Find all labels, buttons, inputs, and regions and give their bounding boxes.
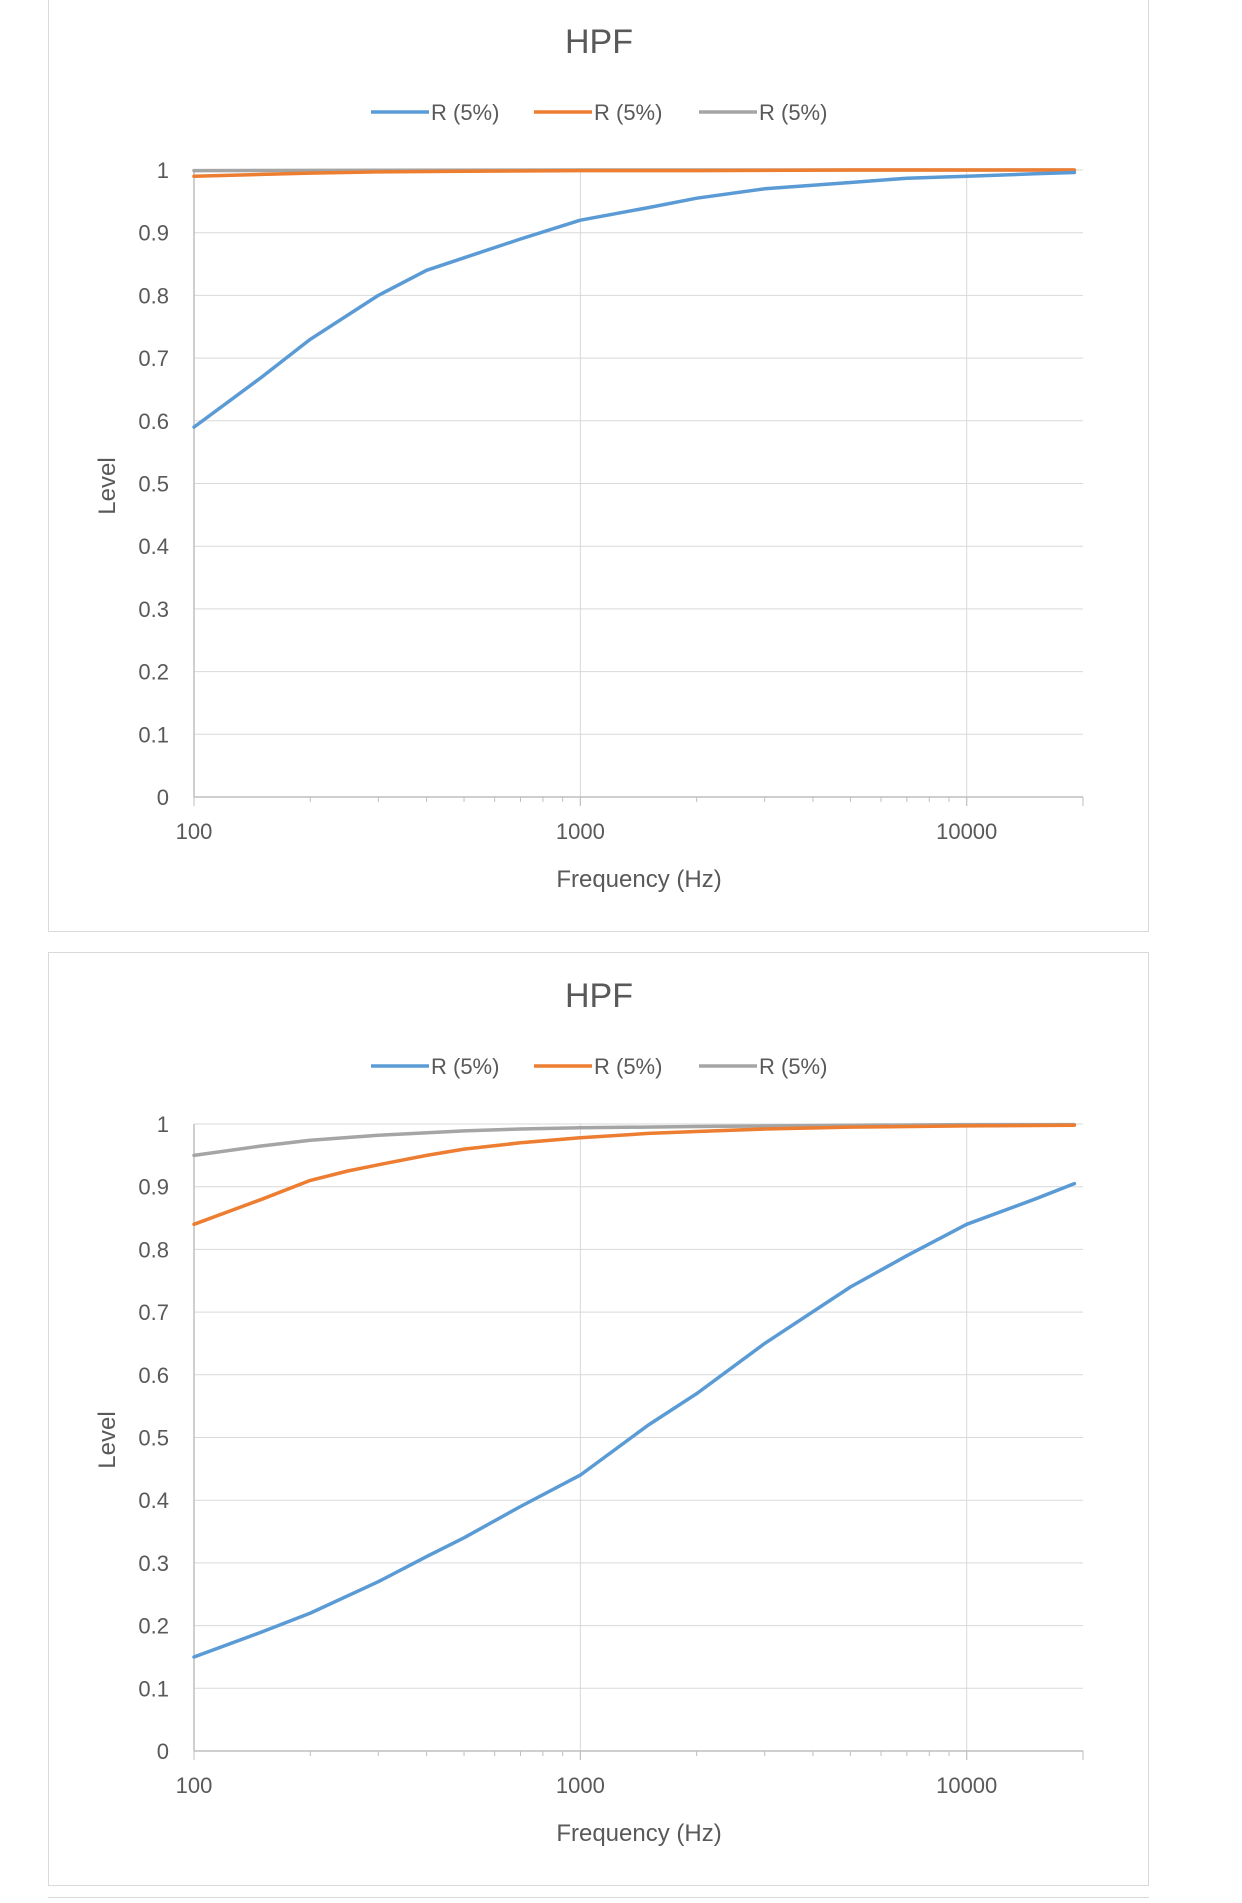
x-tick-label: 10000 — [936, 1773, 997, 1798]
y-tick-label: 0.4 — [138, 534, 169, 559]
x-tick-label: 100 — [176, 1773, 213, 1798]
y-tick-label: 0.9 — [138, 1175, 169, 1200]
series-line[interactable] — [192, 1123, 1077, 1227]
legend-label: R (5%) — [759, 1054, 827, 1079]
y-tick-label: 0.1 — [138, 1676, 169, 1701]
x-axis-title: Frequency (Hz) — [556, 866, 721, 893]
y-tick-label: 0.7 — [138, 1300, 169, 1325]
y-tick-label: 0.7 — [138, 346, 169, 371]
y-tick-label: 1 — [157, 158, 169, 183]
chart-title: HPF — [565, 977, 633, 1015]
y-tick-label: 0.3 — [138, 1551, 169, 1576]
x-axis-title: Frequency (Hz) — [556, 1820, 721, 1847]
y-tick-label: 0.6 — [138, 409, 169, 434]
y-tick-label: 0.2 — [138, 1614, 169, 1639]
legend-label: R (5%) — [594, 100, 662, 125]
series-line[interactable] — [192, 168, 1077, 179]
y-tick-label: 0.2 — [138, 660, 169, 685]
series-line[interactable] — [192, 1181, 1077, 1659]
y-tick-label: 0.1 — [138, 722, 169, 747]
legend-item[interactable]: R (5%) — [371, 100, 499, 125]
y-tick-label: 1 — [157, 1112, 169, 1137]
y-tick-label: 0.6 — [138, 1363, 169, 1388]
legend-label: R (5%) — [594, 1054, 662, 1079]
legend-item[interactable]: R (5%) — [699, 1054, 827, 1079]
legend-item[interactable]: R (5%) — [699, 100, 827, 125]
legend-item[interactable]: R (5%) — [534, 1054, 662, 1079]
y-axis-title: Level — [94, 457, 121, 514]
y-tick-label: 0.8 — [138, 283, 169, 308]
line-chart: HPF R (5%) R (5%) R (5%) 0 0.1 0.2 0.3 0.4 0.5 0.6… — [94, 977, 1084, 1847]
y-tick-label: 0.4 — [138, 1488, 169, 1513]
y-tick-label: 0.3 — [138, 597, 169, 622]
legend-label: R (5%) — [431, 1054, 499, 1079]
series-line[interactable] — [192, 170, 1077, 429]
y-tick-label: 0.8 — [138, 1237, 169, 1262]
series-line[interactable] — [192, 1122, 1077, 1158]
legend-label: R (5%) — [759, 100, 827, 125]
x-tick-label: 100 — [176, 819, 213, 844]
legend-item[interactable]: R (5%) — [371, 1054, 499, 1079]
next-chart-panel-edge — [48, 1897, 1149, 1903]
chart-panel: HPF R (5%) R (5%) R (5%) 0 0.1 0.2 0.3 0.4 0.5 0.6… — [48, 952, 1149, 1886]
y-tick-label: 0.5 — [138, 1426, 169, 1451]
chart-panel: HPF R (5%) R (5%) R (5%) 0 0.1 0.2 0.3 0.4 0.5 0.6… — [48, 0, 1149, 932]
x-tick-label: 10000 — [936, 819, 997, 844]
y-tick-label: 0.5 — [138, 472, 169, 497]
chart-title: HPF — [565, 23, 633, 61]
y-axis-title: Level — [94, 1411, 121, 1468]
line-chart: HPF R (5%) R (5%) R (5%) 0 0.1 0.2 0.3 0.4 0.5 0.6… — [94, 23, 1084, 893]
y-tick-label: 0.9 — [138, 221, 169, 246]
x-tick-label: 1000 — [556, 1773, 605, 1798]
legend-label: R (5%) — [431, 100, 499, 125]
x-tick-label: 1000 — [556, 819, 605, 844]
y-tick-label: 0 — [157, 785, 169, 810]
y-tick-label: 0 — [157, 1739, 169, 1764]
legend-item[interactable]: R (5%) — [534, 100, 662, 125]
